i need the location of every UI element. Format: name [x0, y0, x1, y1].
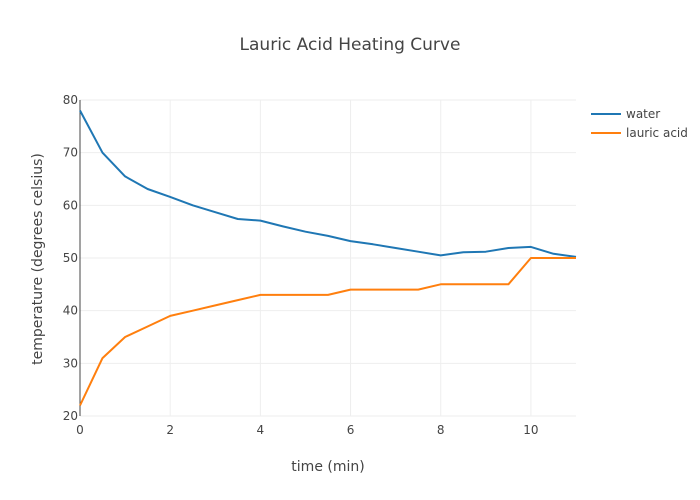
x-tick-label: 4: [257, 423, 265, 437]
y-axis-title: temperature (degrees celsius): [30, 153, 46, 365]
x-axis-title: time (min): [291, 459, 364, 475]
x-tick-label: 8: [437, 423, 445, 437]
y-tick-label: 20: [63, 409, 78, 423]
legend-item-lauric-acid[interactable]: lauric acid: [591, 126, 688, 140]
grid: [80, 99, 576, 417]
y-tick-label: 50: [63, 251, 78, 265]
x-tick-label: 2: [166, 423, 174, 437]
series-line-water: [79, 110, 577, 258]
y-tick-label: 70: [63, 146, 78, 160]
plot-area: [79, 110, 577, 406]
legend-label: water: [626, 107, 660, 121]
x-tick-label: 10: [523, 423, 538, 437]
y-tick-label: 40: [63, 304, 78, 318]
x-tick-label: 0: [76, 423, 84, 437]
y-tick-label: 30: [63, 356, 78, 370]
axes: 20 30 40 50 60 70 80 0 2 4 6 8 10: [63, 93, 539, 437]
chart-title: Lauric Acid Heating Curve: [240, 35, 461, 55]
legend-item-water[interactable]: water: [591, 107, 660, 121]
y-tick-label: 80: [63, 93, 78, 107]
legend[interactable]: water lauric acid: [591, 107, 688, 140]
x-tick-label: 6: [347, 423, 355, 437]
series-line-lauric-acid: [79, 257, 576, 406]
legend-label: lauric acid: [626, 126, 688, 140]
y-tick-label: 60: [63, 198, 78, 212]
